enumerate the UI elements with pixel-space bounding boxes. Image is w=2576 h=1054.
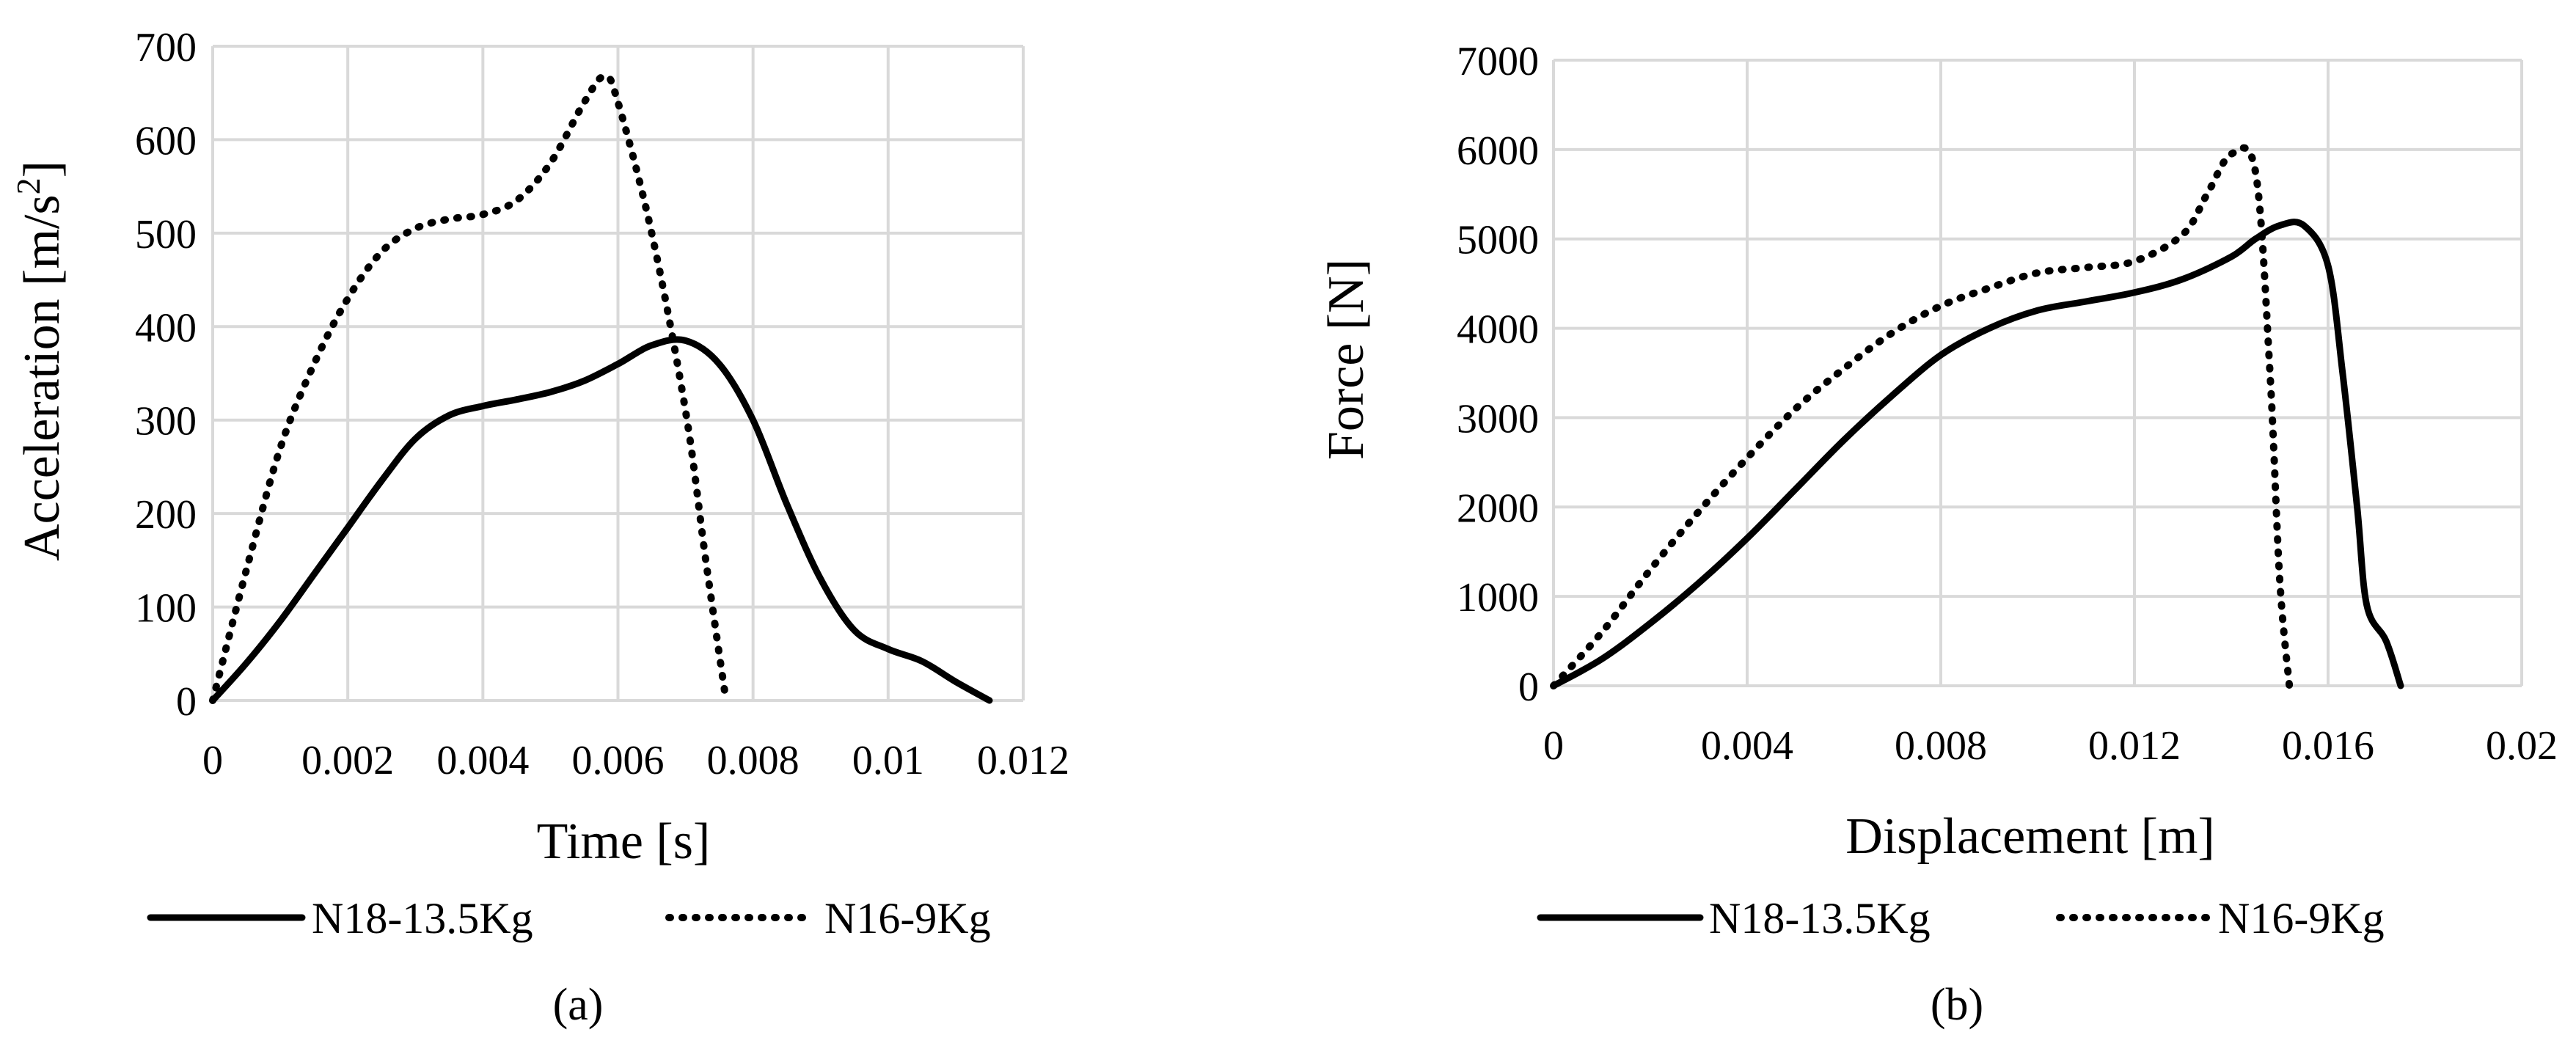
chart-a-series-line-solid xyxy=(209,336,993,704)
chart-b-caption: (b) xyxy=(1931,980,1983,1030)
chart-b-y-tick-label: 3000 xyxy=(1457,396,1539,442)
chart-a-series xyxy=(209,72,993,704)
chart-b-x-tick-label: 0.012 xyxy=(2088,723,2181,769)
chart-b-y-tick-label: 0 xyxy=(1518,665,1539,710)
chart-b-x-tick-label: 0.02 xyxy=(2486,723,2558,769)
chart-a-legend: N18-13.5Kg N16-9Kg xyxy=(147,894,991,943)
chart-b-x-tick-labels: 0 0.004 0.008 0.012 0.016 0.02 xyxy=(1543,723,2558,769)
chart-a-y-tick-labels: 0 100 200 300 400 500 600 700 xyxy=(135,25,197,725)
chart-b-series xyxy=(1550,144,2404,689)
chart-b-y-tick-label: 1000 xyxy=(1457,575,1539,621)
chart-a-legend-label-dotted: N16-9Kg xyxy=(824,894,991,943)
chart-a-x-axis-label: Time [s] xyxy=(537,813,711,870)
chart-a-x-tick-label: 0 xyxy=(202,738,223,783)
chart-b-y-tick-label: 2000 xyxy=(1457,486,1539,531)
chart-a-x-tick-labels: 0 0.002 0.004 0.006 0.008 0.01 0.012 xyxy=(202,738,1069,783)
chart-b-legend-label-solid: N18-13.5Kg xyxy=(1709,894,1931,943)
chart-a-y-tick-label: 600 xyxy=(135,118,197,164)
chart-a-y-tick-label: 700 xyxy=(135,25,197,70)
chart-b-y-tick-label: 6000 xyxy=(1457,128,1539,174)
chart-b-x-axis-label: Displacement [m] xyxy=(1845,808,2214,865)
chart-a-y-tick-label: 500 xyxy=(135,212,197,257)
chart-a-y-axis-label: Acceleration [m/s2] xyxy=(10,161,70,561)
chart-panel-a: 0 0.002 0.004 0.006 0.008 0.01 0.012 0 100 200 30… xyxy=(10,25,1069,1030)
chart-b-series-line-solid xyxy=(1550,219,2404,689)
chart-a-y-tick-label: 200 xyxy=(135,492,197,538)
chart-a-x-tick-label: 0.006 xyxy=(572,738,665,783)
chart-b-x-tick-label: 0 xyxy=(1543,723,1564,769)
chart-a-gridlines xyxy=(211,45,1025,702)
chart-a-series-line-dotted xyxy=(209,72,730,704)
chart-a-caption: (a) xyxy=(553,980,604,1030)
chart-a-x-tick-label: 0.008 xyxy=(707,738,799,783)
chart-a-x-tick-label: 0.012 xyxy=(977,738,1069,783)
chart-a-x-tick-label: 0.002 xyxy=(301,738,394,783)
chart-a-y-tick-label: 300 xyxy=(135,399,197,444)
chart-a-y-tick-label: 400 xyxy=(135,305,197,351)
chart-b-legend: N18-13.5Kg N16-9Kg xyxy=(1537,894,2385,943)
chart-b-y-tick-labels: 0 1000 2000 3000 4000 5000 6000 7000 xyxy=(1457,39,1539,710)
chart-b-y-tick-label: 7000 xyxy=(1457,39,1539,84)
chart-b-x-tick-label: 0.008 xyxy=(1895,723,1987,769)
chart-b-x-tick-label: 0.004 xyxy=(1701,723,1793,769)
chart-a-x-tick-label: 0.01 xyxy=(852,738,924,783)
chart-b-series-line-dotted xyxy=(1550,144,2294,689)
chart-b-x-tick-label: 0.016 xyxy=(2282,723,2374,769)
chart-a-x-tick-label: 0.004 xyxy=(436,738,529,783)
chart-b-y-tick-label: 5000 xyxy=(1457,218,1539,263)
chart-b-y-axis-label: Force [N] xyxy=(1318,259,1375,460)
chart-b-y-tick-label: 4000 xyxy=(1457,307,1539,353)
chart-b-gridlines xyxy=(1552,59,2523,687)
chart-a-legend-label-solid: N18-13.5Kg xyxy=(312,894,533,943)
chart-b-legend-label-dotted: N16-9Kg xyxy=(2218,894,2385,943)
chart-panel-b: 0 0.004 0.008 0.012 0.016 0.02 0 1000 2000 3000 4… xyxy=(1318,39,2558,1030)
chart-a-y-tick-label: 0 xyxy=(176,679,197,725)
chart-a-y-tick-label: 100 xyxy=(135,586,197,632)
